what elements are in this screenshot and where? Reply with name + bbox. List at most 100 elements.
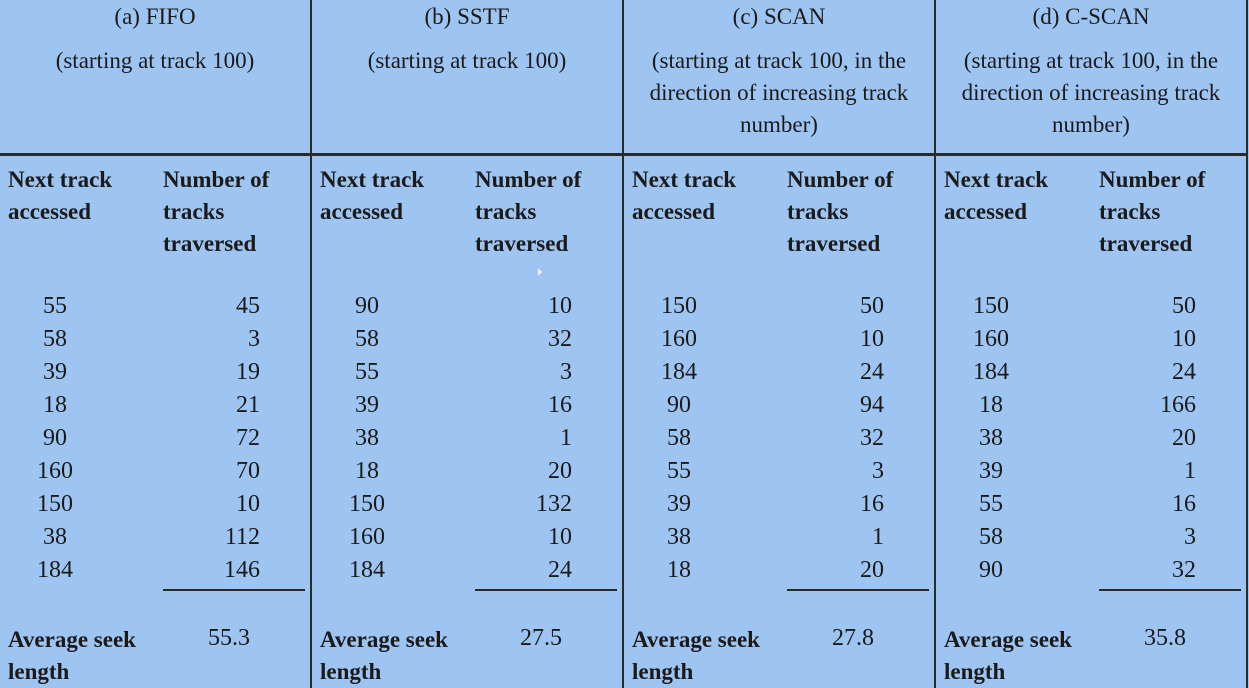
average-seek-value: 55.3 <box>208 625 250 651</box>
column-sstf: (b) SSTF (starting at track 100) Next tr… <box>312 0 624 688</box>
tracks-traversed: 24 <box>860 359 884 385</box>
next-track: 150 <box>349 491 385 517</box>
next-track: 150 <box>37 491 73 517</box>
table-row: 90 32 <box>936 554 1246 587</box>
column-subtitle: (starting at track 100, in the direction… <box>961 48 1221 137</box>
total-rule <box>787 589 929 591</box>
column-subtitle: (starting at track 100, in the direction… <box>649 48 909 137</box>
tracks-traversed: 19 <box>236 359 260 385</box>
tracks-traversed-heading: Number of tracks traversed <box>1099 167 1206 256</box>
next-track: 39 <box>43 359 67 385</box>
next-track: 184 <box>37 557 73 583</box>
tracks-traversed: 1 <box>1184 458 1196 484</box>
tracks-traversed: 10 <box>236 491 260 517</box>
tracks-traversed: 32 <box>1172 557 1196 583</box>
next-track: 58 <box>43 326 67 352</box>
tracks-traversed: 20 <box>548 458 572 484</box>
table-row: 18 21 <box>0 389 310 422</box>
next-track: 90 <box>667 392 691 418</box>
next-track: 18 <box>355 458 379 484</box>
table-row: 90 94 <box>624 389 934 422</box>
tracks-traversed-heading: Number of tracks traversed <box>475 167 582 256</box>
next-track: 150 <box>661 293 697 319</box>
table-row: 58 32 <box>312 323 622 356</box>
average-seek-value: 27.8 <box>832 625 874 651</box>
tracks-traversed: 45 <box>236 293 260 319</box>
column-header: (d) C-SCAN (starting at track 100, in th… <box>936 0 1246 156</box>
table-row: 39 16 <box>312 389 622 422</box>
next-track: 55 <box>979 491 1003 517</box>
next-track-heading: Next track accessed <box>320 167 425 224</box>
tracks-traversed: 146 <box>224 557 260 583</box>
next-track: 160 <box>37 458 73 484</box>
column-title: (c) SCAN <box>732 4 826 29</box>
table-row: 160 10 <box>312 521 622 554</box>
table-row: 39 19 <box>0 356 310 389</box>
table-row: 58 3 <box>0 323 310 356</box>
tracks-traversed: 112 <box>224 524 260 550</box>
next-track: 90 <box>355 293 379 319</box>
next-track: 184 <box>661 359 697 385</box>
average-seek-label: Average seek length <box>8 627 136 684</box>
tracks-traversed: 21 <box>236 392 260 418</box>
next-track: 55 <box>355 359 379 385</box>
table-row: 150 10 <box>0 488 310 521</box>
tracks-traversed: 1 <box>560 425 572 451</box>
average-seek-value: 27.5 <box>520 625 562 651</box>
table-row: 160 10 <box>624 323 934 356</box>
next-track: 160 <box>661 326 697 352</box>
table-row: 55 3 <box>312 356 622 389</box>
column-header: (b) SSTF (starting at track 100) <box>312 0 622 156</box>
next-track: 58 <box>979 524 1003 550</box>
next-track: 18 <box>667 557 691 583</box>
next-track: 39 <box>667 491 691 517</box>
next-track-heading: Next track accessed <box>944 167 1049 224</box>
table-row: 38 1 <box>312 422 622 455</box>
tracks-traversed: 3 <box>872 458 884 484</box>
average-seek-label: Average seek length <box>632 627 760 684</box>
tracks-traversed: 16 <box>860 491 884 517</box>
table-row: 18 166 <box>936 389 1246 422</box>
next-track: 18 <box>979 392 1003 418</box>
next-track: 55 <box>667 458 691 484</box>
column-c-scan: (d) C-SCAN (starting at track 100, in th… <box>936 0 1248 688</box>
next-track: 38 <box>667 524 691 550</box>
tracks-traversed: 10 <box>548 293 572 319</box>
average-seek-label: Average seek length <box>320 627 448 684</box>
next-track: 39 <box>979 458 1003 484</box>
tracks-traversed: 132 <box>536 491 572 517</box>
table-row: 39 16 <box>624 488 934 521</box>
column-subtitle: (starting at track 100) <box>55 48 255 73</box>
table-row: 184 24 <box>936 356 1246 389</box>
tracks-traversed: 3 <box>248 326 260 352</box>
next-track: 18 <box>43 392 67 418</box>
column-title: (b) SSTF <box>424 4 510 29</box>
tracks-traversed: 166 <box>1160 392 1196 418</box>
column-title: (a) FIFO <box>114 4 196 29</box>
tracks-traversed: 20 <box>1172 425 1196 451</box>
table-row: 90 10 <box>312 290 622 323</box>
tracks-traversed: 50 <box>1172 293 1196 319</box>
tracks-traversed: 50 <box>860 293 884 319</box>
next-track-heading: Next track accessed <box>632 167 737 224</box>
table-row: 55 3 <box>624 455 934 488</box>
tracks-traversed: 10 <box>1172 326 1196 352</box>
table-row: 58 32 <box>624 422 934 455</box>
column-header: (a) FIFO (starting at track 100) <box>0 0 310 156</box>
next-track: 150 <box>973 293 1009 319</box>
next-track: 39 <box>355 392 379 418</box>
table-row: 18 20 <box>312 455 622 488</box>
tracks-traversed: 10 <box>860 326 884 352</box>
total-rule <box>475 589 617 591</box>
column-header: (c) SCAN (starting at track 100, in the … <box>624 0 934 156</box>
average-seek-label: Average seek length <box>944 627 1072 684</box>
tracks-traversed: 94 <box>860 392 884 418</box>
table-row: 160 10 <box>936 323 1246 356</box>
next-track: 184 <box>973 359 1009 385</box>
next-track: 160 <box>349 524 385 550</box>
next-track: 160 <box>973 326 1009 352</box>
table-row: 184 24 <box>312 554 622 587</box>
table-row: 18 20 <box>624 554 934 587</box>
table-row: 58 3 <box>936 521 1246 554</box>
